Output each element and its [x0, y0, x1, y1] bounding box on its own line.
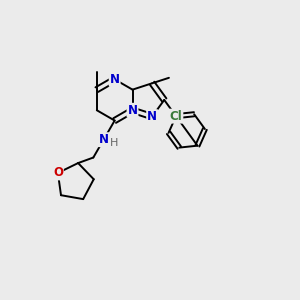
Text: O: O — [53, 167, 63, 179]
Text: H: H — [110, 138, 118, 148]
Text: N: N — [99, 133, 109, 146]
Text: N: N — [110, 73, 120, 86]
Text: Cl: Cl — [169, 110, 182, 123]
Text: N: N — [128, 104, 137, 117]
Text: N: N — [147, 110, 157, 123]
